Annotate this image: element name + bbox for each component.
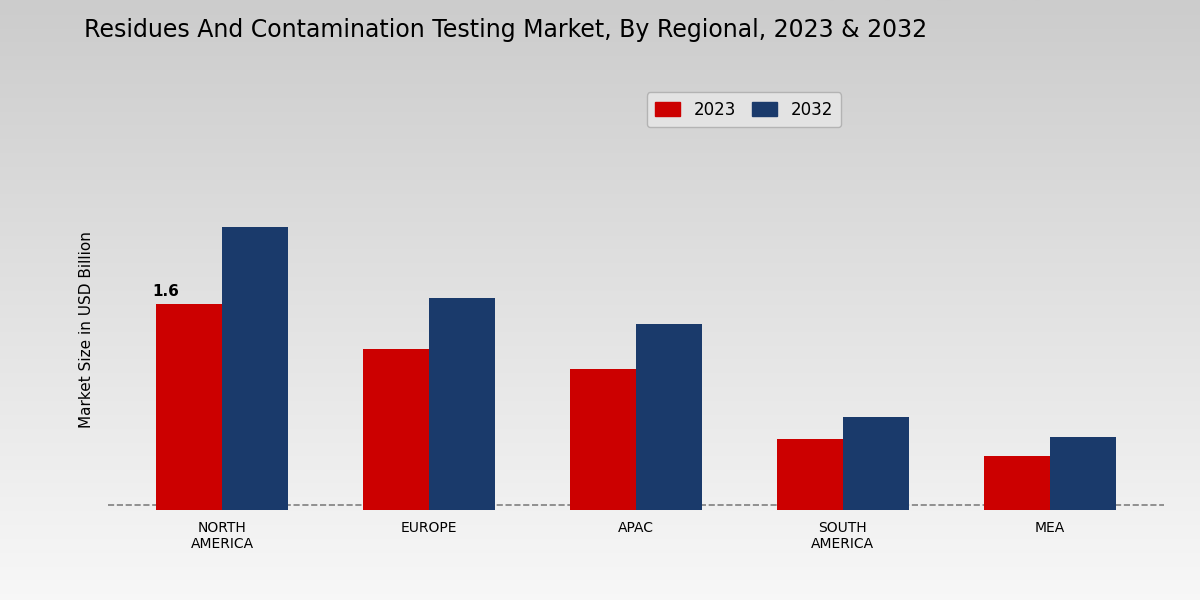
Bar xyxy=(1050,437,1116,510)
Bar xyxy=(776,439,842,510)
Bar xyxy=(222,227,288,510)
Bar xyxy=(984,456,1050,510)
Bar xyxy=(156,304,222,510)
Bar xyxy=(636,323,702,510)
Bar xyxy=(362,349,430,510)
Text: Residues And Contamination Testing Market, By Regional, 2023 & 2032: Residues And Contamination Testing Marke… xyxy=(84,18,928,42)
Bar xyxy=(842,418,910,510)
Bar xyxy=(430,298,496,510)
Y-axis label: Market Size in USD Billion: Market Size in USD Billion xyxy=(79,232,94,428)
Legend: 2023, 2032: 2023, 2032 xyxy=(647,92,841,127)
Text: 1.6: 1.6 xyxy=(152,284,179,299)
Bar xyxy=(570,368,636,510)
